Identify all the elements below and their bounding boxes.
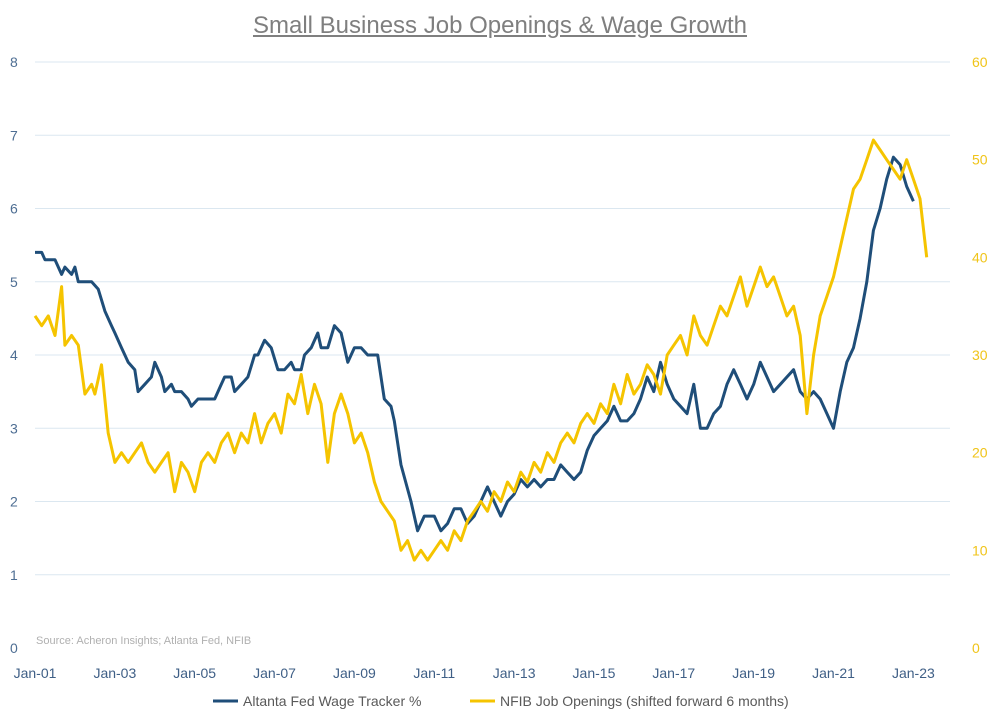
- legend: Altanta Fed Wage Tracker % NFIB Job Open…: [213, 693, 789, 709]
- series-line-wage-tracker: [35, 155, 915, 533]
- x-axis: Jan-01 Jan-03 Jan-05 Jan-07 Jan-09 Jan-11 Jan-…: [14, 665, 935, 681]
- y-axis-right: 0 10 20 30 40 50 60: [972, 54, 988, 656]
- y-left-tick-label: 2: [10, 494, 18, 510]
- chart-title: Small Business Job Openings & Wage Growt…: [252, 12, 747, 39]
- legend-label-nfib: NFIB Job Openings (shifted forward 6 mon…: [500, 693, 789, 709]
- y-right-tick-label: 10: [972, 542, 988, 558]
- series: [33, 138, 929, 562]
- y-left-tick-label: 6: [10, 201, 18, 217]
- x-tick-label: Jan-03: [93, 665, 136, 681]
- legend-label-wage: Altanta Fed Wage Tracker %: [243, 693, 421, 709]
- y-right-tick-label: 60: [972, 54, 988, 70]
- y-right-tick-label: 0: [972, 640, 980, 656]
- y-left-tick-label: 7: [10, 127, 18, 143]
- x-tick-label: Jan-17: [652, 665, 695, 681]
- y-right-tick-label: 20: [972, 445, 988, 461]
- x-tick-label: Jan-15: [573, 665, 616, 681]
- x-tick-label: Jan-07: [253, 665, 296, 681]
- x-tick-label: Jan-21: [812, 665, 855, 681]
- y-left-tick-label: 8: [10, 54, 18, 70]
- x-tick-label: Jan-05: [173, 665, 216, 681]
- series-line-nfib-job-openings: [33, 138, 929, 562]
- y-right-tick-label: 30: [972, 347, 988, 363]
- x-tick-label: Jan-09: [333, 665, 376, 681]
- y-left-tick-label: 0: [10, 640, 18, 656]
- y-left-tick-label: 3: [10, 420, 18, 436]
- source-note: Source: Acheron Insights; Atlanta Fed, N…: [36, 635, 251, 647]
- y-right-tick-label: 50: [972, 152, 988, 168]
- x-tick-label: Jan-19: [732, 665, 775, 681]
- x-tick-label: Jan-01: [14, 665, 57, 681]
- x-tick-label: Jan-23: [892, 665, 935, 681]
- y-left-tick-label: 1: [10, 567, 18, 583]
- y-left-tick-label: 4: [10, 347, 18, 363]
- y-right-tick-label: 40: [972, 249, 988, 265]
- x-tick-label: Jan-11: [413, 665, 455, 681]
- x-tick-label: Jan-13: [493, 665, 536, 681]
- y-axis-left: 0 1 2 3 4 5 6 7 8: [10, 54, 18, 656]
- y-left-tick-label: 5: [10, 274, 18, 290]
